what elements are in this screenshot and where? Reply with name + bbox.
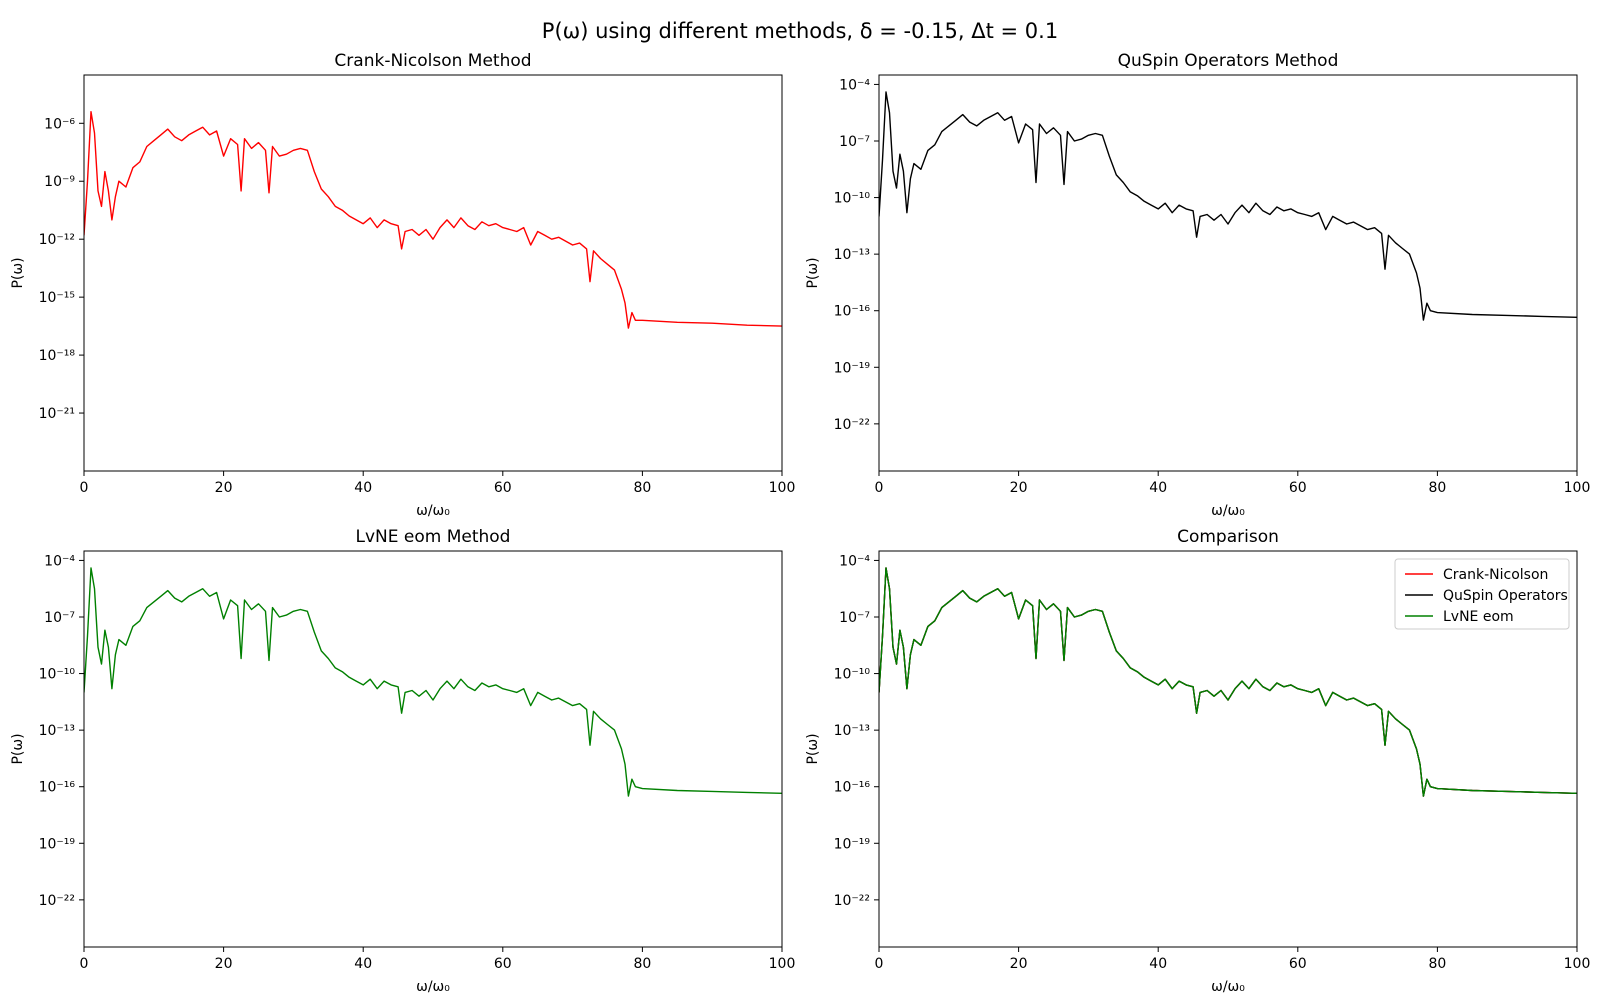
plot-area <box>879 567 1577 797</box>
x-tick-label: 80 <box>633 480 651 496</box>
y-axis-label: P(ω) <box>805 733 821 764</box>
x-tick-label: 40 <box>1149 956 1167 972</box>
axes-frame <box>878 74 1578 472</box>
x-tick-label: 40 <box>354 480 372 496</box>
subplot-3: LvNE eom Method 0 20 40 60 80 100 10⁻²² 10⁻¹⁹ 10⁻… <box>10 527 795 995</box>
x-tick-label: 100 <box>769 480 796 496</box>
series-line-0 <box>84 567 782 797</box>
series-line-0 <box>879 91 1577 321</box>
y-tick-label: 10⁻⁹ <box>44 174 75 190</box>
x-tick-label: 80 <box>633 956 651 972</box>
legend-box <box>1394 558 1570 630</box>
x-tick-label: 100 <box>1564 480 1591 496</box>
plot-area <box>879 91 1577 321</box>
plot-area <box>84 111 782 329</box>
y-tick-label: 10⁻¹³ <box>39 723 75 739</box>
axes-frame <box>83 74 783 472</box>
y-tick-label: 10⁻²² <box>834 417 870 433</box>
legend-entry: LvNE eom <box>1443 609 1514 625</box>
x-tick-label: 60 <box>494 956 512 972</box>
y-tick-label: 10⁻¹⁶ <box>39 780 76 796</box>
x-tick-label: 80 <box>1428 956 1446 972</box>
y-tick-label: 10⁻¹⁹ <box>834 360 871 376</box>
x-tick-label: 60 <box>494 480 512 496</box>
legend-entry: QuSpin Operators <box>1443 588 1568 604</box>
y-tick-label: 10⁻¹⁰ <box>39 667 76 683</box>
y-tick-label: 10⁻¹⁰ <box>834 667 871 683</box>
y-tick-label: 10⁻¹⁶ <box>834 304 871 320</box>
y-tick-label: 10⁻²² <box>834 893 870 909</box>
legend-entry: Crank-Nicolson <box>1443 567 1548 583</box>
y-tick-label: 10⁻²² <box>39 893 75 909</box>
subplot-grid: Crank-Nicolson Method 0 20 40 60 80 100 10⁻²¹ 10… <box>10 51 1590 995</box>
x-tick-label: 60 <box>1289 956 1307 972</box>
y-tick-label: 10⁻¹³ <box>834 723 870 739</box>
x-tick-label: 20 <box>1010 480 1028 496</box>
y-tick-label: 10⁻⁴ <box>44 553 75 569</box>
subplot-2: QuSpin Operators Method 0 20 40 60 80 100 10⁻²²… <box>805 51 1590 519</box>
y-tick-label: 10⁻⁴ <box>839 553 870 569</box>
subplot-4: Comparison 0 20 40 60 80 100 10⁻²² 10⁻¹⁹ 10⁻¹⁶ 10⁻… <box>805 527 1590 995</box>
y-tick-label: 10⁻²¹ <box>39 406 75 422</box>
legend: Crank-Nicolson QuSpin Operators LvNE eom <box>1394 558 1570 630</box>
y-tick-label: 10⁻¹³ <box>834 247 870 263</box>
y-axis-label: P(ω) <box>10 257 26 288</box>
figure-suptitle: P(ω) using different methods, δ = -0.15,… <box>542 19 1058 43</box>
y-axis-label: P(ω) <box>10 733 26 764</box>
x-tick-label: 0 <box>875 956 884 972</box>
x-tick-label: 0 <box>80 480 89 496</box>
x-tick-label: 100 <box>769 956 796 972</box>
x-axis-label: ω/ω₀ <box>416 503 450 519</box>
subplot-title: Crank-Nicolson Method <box>334 51 531 71</box>
y-tick-label: 10⁻¹⁹ <box>39 836 76 852</box>
y-tick-label: 10⁻¹⁵ <box>39 290 75 306</box>
x-tick-label: 40 <box>1149 480 1167 496</box>
axes-frame <box>878 550 1578 948</box>
x-tick-label: 20 <box>215 956 233 972</box>
y-tick-label: 10⁻⁷ <box>839 610 870 626</box>
y-tick-label: 10⁻¹² <box>39 232 75 248</box>
y-tick-label: 10⁻⁴ <box>839 77 870 93</box>
y-tick-label: 10⁻¹⁸ <box>39 348 76 364</box>
y-tick-label: 10⁻¹⁹ <box>834 836 871 852</box>
x-axis-label: ω/ω₀ <box>1211 979 1245 995</box>
subplot-1: Crank-Nicolson Method 0 20 40 60 80 100 10⁻²¹ 10… <box>10 51 795 519</box>
axes-frame <box>83 550 783 948</box>
x-tick-label: 80 <box>1428 480 1446 496</box>
series-line-lvne-eom <box>879 567 1577 797</box>
y-tick-label: 10⁻⁶ <box>44 116 75 132</box>
subplot-title: QuSpin Operators Method <box>1118 51 1339 71</box>
y-axis-label: P(ω) <box>805 257 821 288</box>
y-tick-label: 10⁻⁷ <box>44 610 75 626</box>
x-tick-label: 0 <box>875 480 884 496</box>
series-line-0 <box>84 111 782 329</box>
subplot-title: Comparison <box>1177 527 1279 547</box>
subplot-title: LvNE eom Method <box>356 527 511 547</box>
x-tick-label: 20 <box>1010 956 1028 972</box>
x-axis-label: ω/ω₀ <box>416 979 450 995</box>
x-axis-label: ω/ω₀ <box>1211 503 1245 519</box>
y-tick-label: 10⁻¹⁰ <box>834 191 871 207</box>
x-tick-label: 100 <box>1564 956 1591 972</box>
x-tick-label: 40 <box>354 956 372 972</box>
y-tick-label: 10⁻¹⁶ <box>834 780 871 796</box>
y-tick-label: 10⁻⁷ <box>839 134 870 150</box>
x-tick-label: 60 <box>1289 480 1307 496</box>
x-tick-label: 20 <box>215 480 233 496</box>
x-tick-label: 0 <box>80 956 89 972</box>
plot-area <box>84 567 782 797</box>
